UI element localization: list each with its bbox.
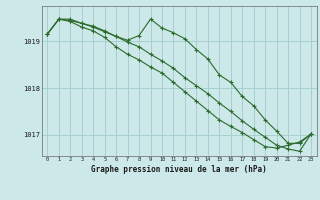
X-axis label: Graphe pression niveau de la mer (hPa): Graphe pression niveau de la mer (hPa) — [91, 165, 267, 174]
